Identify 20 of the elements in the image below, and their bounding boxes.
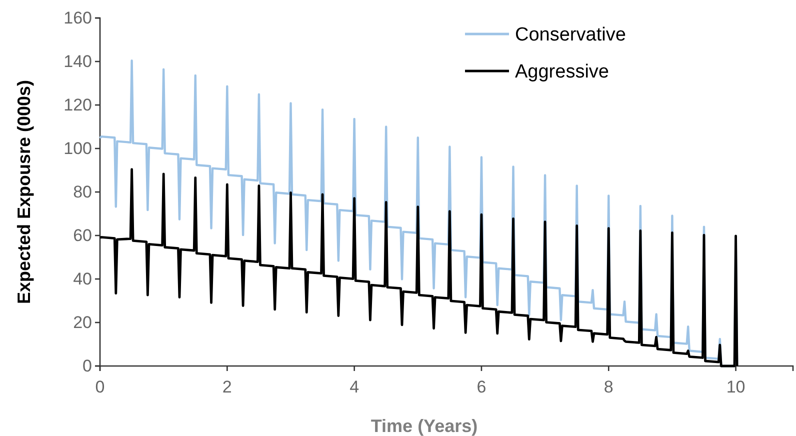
y-tick-label: 100: [64, 138, 92, 158]
y-tick-label: 40: [73, 269, 92, 288]
y-tick-label: 80: [73, 182, 92, 202]
legend-label: Aggressive: [515, 62, 609, 83]
legend-label: Conservative: [515, 24, 626, 46]
x-axis-title: Time (Years): [370, 416, 478, 436]
x-tick-label: 6: [476, 378, 486, 397]
y-axis-title: Expected Expousre (000s): [14, 80, 34, 304]
y-tick-label: 60: [73, 226, 92, 245]
y-tick-label: 120: [64, 95, 92, 114]
y-tick-label: 20: [73, 312, 92, 332]
y-tick-label: 0: [82, 356, 92, 376]
x-tick-label: 4: [350, 378, 360, 397]
x-tick-label: 2: [222, 378, 232, 397]
y-tick-label: 140: [64, 52, 92, 71]
x-tick-label: 0: [95, 378, 105, 397]
x-tick-label: 10: [726, 378, 746, 397]
y-tick-label: 160: [64, 8, 92, 28]
x-tick-label: 8: [604, 378, 614, 397]
line-series: [98, 168, 738, 368]
